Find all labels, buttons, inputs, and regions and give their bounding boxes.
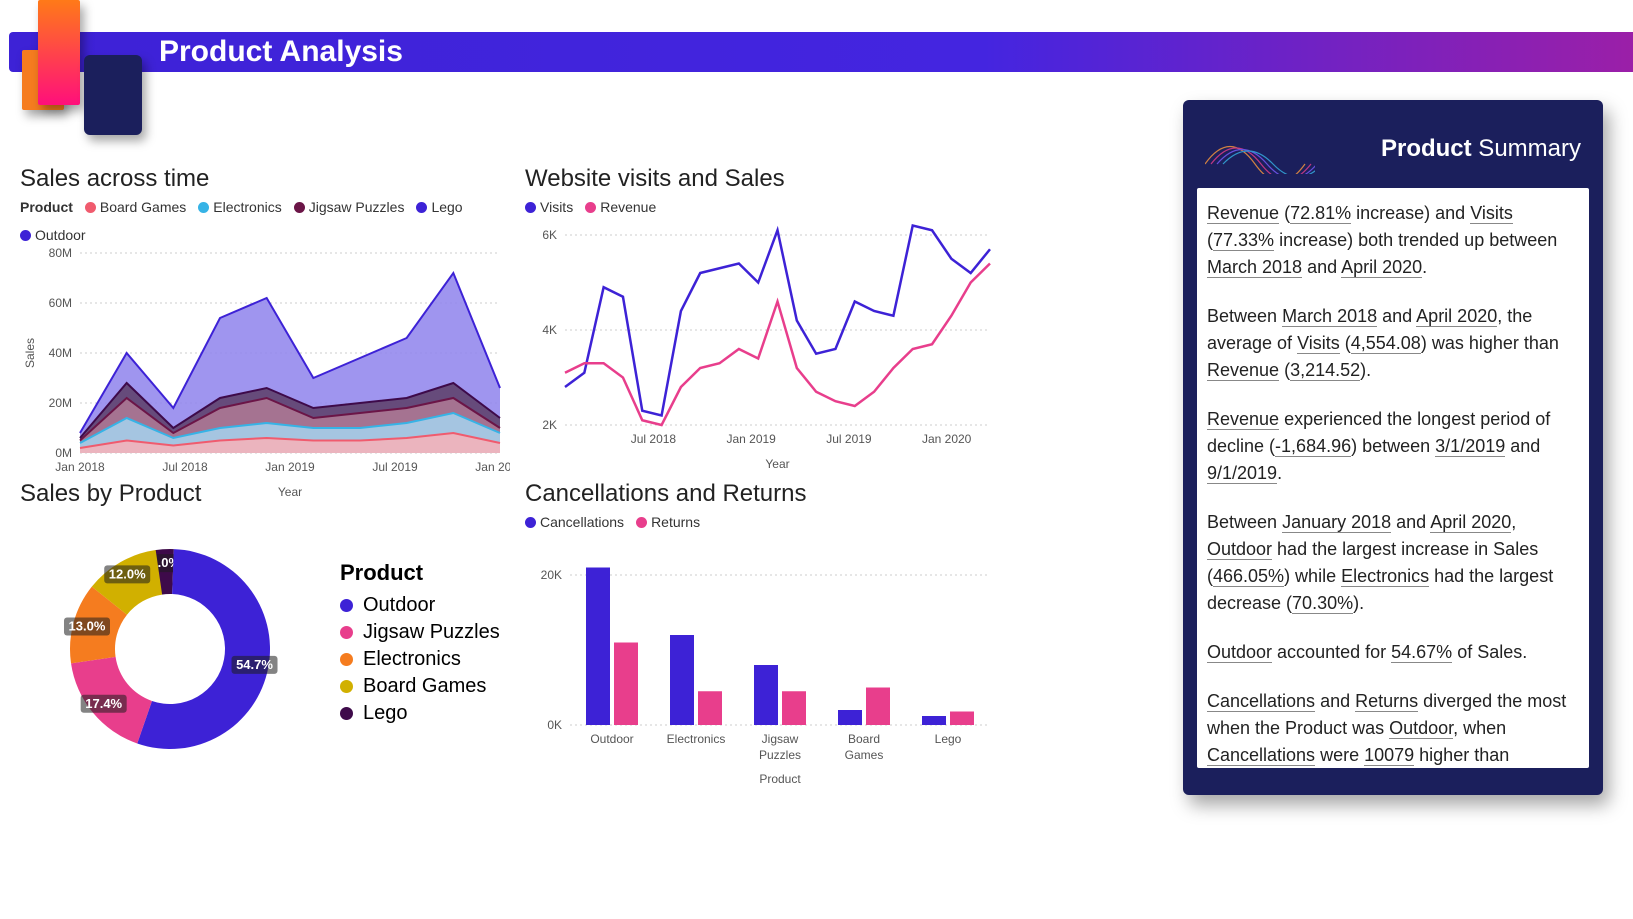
chart-title: Sales across time — [20, 165, 510, 193]
svg-text:Jul 2018: Jul 2018 — [162, 460, 208, 474]
svg-text:17.4%: 17.4% — [85, 696, 122, 711]
svg-text:12.0%: 12.0% — [109, 566, 146, 581]
legend: Cancellations Returns — [525, 514, 1000, 530]
legend-item[interactable]: Electronics — [340, 648, 500, 671]
legend-item[interactable]: Outdoor — [20, 227, 86, 243]
svg-text:Jul 2019: Jul 2019 — [372, 460, 418, 474]
legend-item[interactable]: Revenue — [585, 199, 656, 215]
summary-waves-icon — [1205, 124, 1315, 174]
svg-text:Product: Product — [759, 772, 801, 785]
svg-text:Jul 2019: Jul 2019 — [826, 432, 872, 446]
legend-item[interactable]: Lego — [340, 702, 500, 725]
legend-item[interactable]: Board Games — [340, 675, 500, 698]
summary-paragraph: Outdoor accounted for 54.67% of Sales. — [1207, 639, 1575, 666]
summary-title: Product Summary — [1381, 135, 1581, 163]
chart-sales-by-product: Sales by Product 3.0%54.7%17.4%13.0%12.0… — [20, 480, 520, 774]
svg-text:Puzzles: Puzzles — [759, 748, 801, 762]
svg-text:Year: Year — [765, 457, 789, 470]
svg-text:13.0%: 13.0% — [69, 619, 106, 634]
legend-item[interactable]: Outdoor — [340, 594, 500, 617]
chart-title: Cancellations and Returns — [525, 480, 1000, 508]
legend-item[interactable]: Cancellations — [525, 514, 624, 530]
svg-text:60M: 60M — [49, 296, 72, 310]
legend-item[interactable]: Board Games — [85, 199, 186, 215]
chart-visits-sales: Website visits and Sales Visits Revenue 2… — [525, 165, 1000, 475]
svg-text:Games: Games — [845, 748, 884, 762]
summary-paragraph: Cancellations and Returns diverged the m… — [1207, 688, 1575, 768]
svg-text:Jan 2020: Jan 2020 — [475, 460, 510, 474]
svg-text:54.7%: 54.7% — [236, 657, 273, 672]
logo — [22, 0, 152, 135]
svg-text:Electronics: Electronics — [667, 732, 726, 746]
summary-paragraph: Revenue experienced the longest period o… — [1207, 406, 1575, 487]
legend-item[interactable]: Returns — [636, 514, 700, 530]
svg-text:6K: 6K — [542, 228, 557, 242]
legend: ProductBoard GamesElectronicsJigsaw Puzz… — [20, 199, 510, 243]
svg-text:40M: 40M — [49, 346, 72, 360]
chart-cancel-returns: Cancellations and Returns Cancellations R… — [525, 480, 1000, 790]
page-title: Product Analysis — [159, 35, 403, 69]
svg-text:Sales: Sales — [23, 338, 37, 368]
summary-panel: Product Summary Revenue (72.81% increase… — [1183, 100, 1603, 795]
legend: Visits Revenue — [525, 199, 1000, 215]
legend: ProductOutdoorJigsaw PuzzlesElectronicsB… — [340, 560, 500, 729]
svg-text:Jul 2018: Jul 2018 — [631, 432, 677, 446]
svg-text:Jigsaw: Jigsaw — [762, 732, 799, 746]
svg-text:Outdoor: Outdoor — [590, 732, 633, 746]
chart-title: Sales by Product — [20, 480, 520, 508]
summary-paragraph: Between March 2018 and April 2020, the a… — [1207, 303, 1575, 384]
svg-text:0K: 0K — [547, 718, 562, 732]
summary-paragraph: Revenue (72.81% increase) and Visits (77… — [1207, 200, 1575, 281]
svg-text:Jan 2020: Jan 2020 — [922, 432, 972, 446]
summary-paragraph: Between January 2018 and April 2020, Out… — [1207, 509, 1575, 617]
legend-item[interactable]: Visits — [525, 199, 573, 215]
svg-text:0M: 0M — [55, 446, 72, 460]
header-banner: Product Analysis — [9, 32, 1633, 72]
svg-text:20K: 20K — [541, 568, 562, 582]
legend-item[interactable]: Lego — [416, 199, 462, 215]
legend-item[interactable]: Electronics — [198, 199, 281, 215]
svg-text:2K: 2K — [542, 418, 557, 432]
svg-text:Jan 2019: Jan 2019 — [265, 460, 315, 474]
summary-body[interactable]: Revenue (72.81% increase) and Visits (77… — [1197, 188, 1589, 768]
chart-title: Website visits and Sales — [525, 165, 1000, 193]
legend-item[interactable]: Jigsaw Puzzles — [340, 621, 500, 644]
legend-item[interactable]: Jigsaw Puzzles — [294, 199, 405, 215]
chart-sales-across-time: Sales across time ProductBoard GamesElec… — [20, 165, 510, 503]
svg-text:Board: Board — [848, 732, 880, 746]
svg-text:20M: 20M — [49, 396, 72, 410]
svg-text:Lego: Lego — [935, 732, 962, 746]
svg-text:Jan 2018: Jan 2018 — [55, 460, 105, 474]
svg-text:4K: 4K — [542, 323, 557, 337]
svg-text:Jan 2019: Jan 2019 — [726, 432, 776, 446]
svg-text:80M: 80M — [49, 246, 72, 260]
